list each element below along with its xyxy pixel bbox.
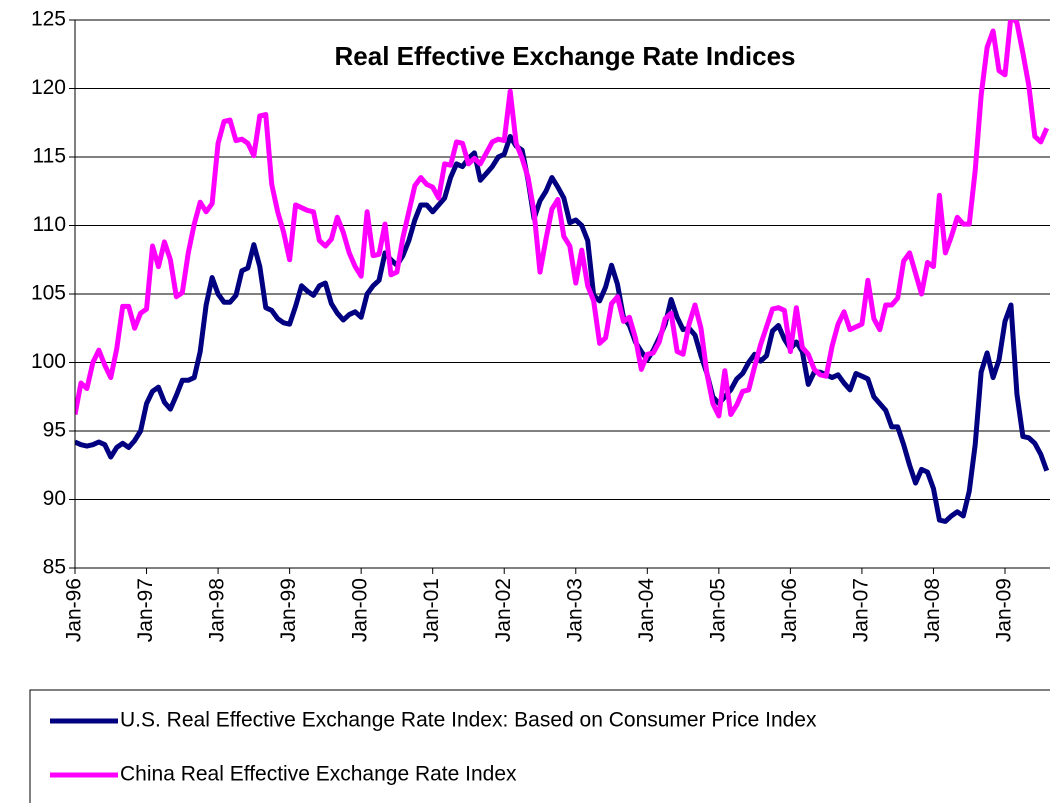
plot-lines [75,20,1050,524]
y-tick-label: 115 [33,145,66,168]
x-tick-label: Jan-07 [849,578,872,642]
grid: 85 90 95 100 105 110 115 120 125 Jan-96 Jan-97 Jan-… [31,8,1050,643]
y-tick-label: 100 [31,350,66,373]
y-tick-label: 120 [31,76,66,99]
x-tick-label: Jan-98 [206,578,229,642]
y-tick-label: 105 [31,282,66,305]
y-tick-label: 125 [31,8,66,31]
chart-title: Real Effective Exchange Rate Indices [335,41,796,71]
legend: U.S. Real Effective Exchange Rate Index:… [50,709,817,786]
x-tick-label: Jan-96 [63,578,86,642]
y-tick-label: 110 [33,213,66,236]
y-tick-label: 95 [43,419,66,442]
x-tick-label: Jan-97 [134,578,157,642]
legend-box [29,689,1050,803]
series-line [75,133,1050,524]
legend-label: China Real Effective Exchange Rate Index [120,763,517,786]
x-tick-label: Jan-08 [921,578,944,642]
series-line [75,20,1050,419]
x-tick-label: Jan-01 [420,578,443,642]
x-tick-label: Jan-02 [492,578,515,642]
x-tick-label: Jan-09 [993,578,1016,642]
x-tick-label: Jan-05 [706,578,729,642]
x-tick-label: Jan-00 [349,578,372,642]
legend-label: U.S. Real Effective Exchange Rate Index:… [120,709,817,732]
y-tick-label: 85 [43,556,66,579]
x-tick-label: Jan-06 [778,578,801,642]
x-tick-label: Jan-99 [277,578,300,642]
x-tick-label: Jan-04 [635,578,658,643]
y-tick-label: 90 [43,487,66,510]
x-tick-label: Jan-03 [563,578,586,642]
